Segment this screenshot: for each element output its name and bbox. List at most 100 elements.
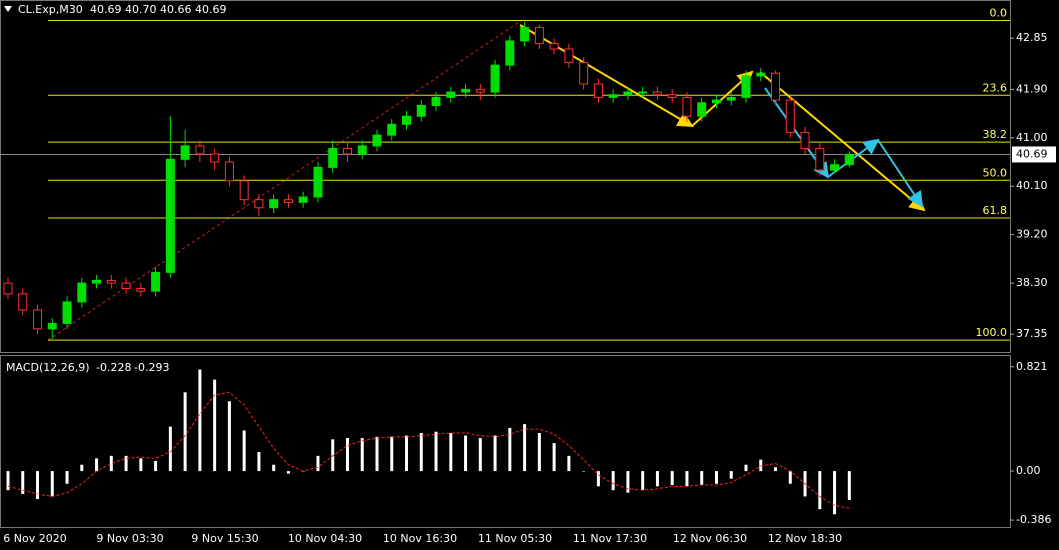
macd-bar (360, 438, 364, 472)
macd-bar (847, 471, 851, 501)
macd-bar (626, 471, 630, 493)
macd-bar (582, 471, 586, 472)
y-tick-label: 37.35 (1016, 327, 1048, 340)
macd-value: -0.293 (134, 361, 169, 374)
y-tick-label: 38.30 (1016, 276, 1048, 289)
candle-body (490, 64, 500, 93)
last-price-box (1012, 146, 1056, 163)
candle-body (564, 48, 574, 63)
candle-body (652, 91, 662, 96)
macd-title: MACD(12,26,9) (6, 361, 90, 374)
candle-body (151, 271, 161, 292)
trend-arrow (759, 71, 926, 212)
macd-bar (109, 455, 113, 472)
candle-body (195, 145, 205, 155)
candle-body (431, 96, 441, 106)
candle-body (224, 161, 234, 182)
quote: 40.69 40.70 40.66 40.69 (90, 3, 226, 16)
macd-bar (508, 427, 512, 472)
trend-arrow (519, 24, 694, 128)
x-tick-label: 12 Nov 18:30 (768, 532, 842, 545)
macd-bar (567, 455, 571, 472)
macd-bar (523, 424, 527, 472)
candle-body (830, 164, 840, 171)
candle-body (726, 96, 736, 101)
candle-body (121, 282, 131, 289)
candle-body (800, 131, 810, 150)
candle-body (505, 40, 515, 66)
fib-label: 38.2 (983, 128, 1008, 141)
y-tick-label: 0.00 (1016, 464, 1041, 477)
candle-body (210, 153, 220, 163)
candle-body (711, 99, 721, 104)
candle-body (416, 104, 426, 117)
candle-body (18, 293, 28, 311)
macd-bar (36, 471, 40, 500)
macd-bar (655, 471, 659, 487)
candle-body (461, 88, 471, 93)
y-tick-label: 39.20 (1016, 228, 1048, 241)
macd-bar (419, 432, 423, 472)
macd-bar (537, 432, 541, 472)
macd-bar (478, 438, 482, 472)
fib-label: 50.0 (983, 166, 1008, 179)
macd-bar (434, 431, 438, 472)
macd-bar (449, 432, 453, 472)
candle-body (520, 26, 530, 42)
macd-bar (50, 471, 54, 497)
macd-bar (213, 379, 217, 472)
candle-body (77, 282, 87, 303)
menu-icon[interactable] (4, 6, 12, 12)
fib-label: 0.0 (990, 6, 1008, 19)
macd-bar (685, 471, 689, 487)
fib-base-line (47, 19, 523, 341)
macd-bar (788, 471, 792, 484)
candle-body (357, 145, 367, 155)
macd-bar (65, 471, 69, 484)
candle-body (269, 199, 279, 209)
macd-bar (183, 392, 187, 472)
macd-bar (700, 471, 704, 486)
x-tick-label: 9 Nov 03:30 (96, 532, 163, 545)
y-tick-label: -0.386 (1016, 513, 1051, 526)
candle-body (593, 83, 603, 98)
candle-body (283, 199, 293, 203)
y-tick-label: 41.00 (1016, 131, 1048, 144)
macd-bar (611, 471, 615, 491)
y-tick-label: 40.10 (1016, 179, 1048, 192)
fib-label: 23.6 (983, 81, 1008, 94)
macd-bar (774, 467, 778, 472)
macd-bar (227, 401, 231, 472)
macd-bar (124, 455, 128, 472)
signal-line (7, 391, 850, 509)
candle-body (475, 88, 485, 93)
macd-bar (286, 471, 290, 474)
candle-body (387, 123, 397, 136)
candle-body (136, 287, 146, 292)
fib-label: 100.0 (976, 326, 1008, 339)
candle-body (446, 91, 456, 98)
macd-bar (596, 471, 600, 487)
candle-body (239, 180, 249, 201)
macd-bar (345, 438, 349, 472)
drawings (519, 24, 926, 212)
candle-body (92, 279, 102, 284)
macd-panel (0, 355, 1011, 528)
candle-body (756, 72, 766, 77)
macd-bar (714, 471, 718, 484)
candle-body (771, 72, 781, 101)
candle-body (549, 43, 559, 50)
y-tick-label: 41.90 (1016, 82, 1048, 95)
last-price-label: 40.69 (1016, 147, 1048, 160)
candle-body (402, 115, 412, 125)
macd-bar (80, 464, 84, 472)
x-tick-label: 11 Nov 05:30 (478, 532, 552, 545)
candle-body (667, 94, 677, 98)
x-tick-label: 10 Nov 04:30 (288, 532, 362, 545)
candle-body (180, 145, 190, 160)
macd-bar (331, 439, 335, 472)
macd-bar (390, 436, 394, 472)
candle-body (47, 322, 57, 330)
candle-body (815, 148, 825, 171)
